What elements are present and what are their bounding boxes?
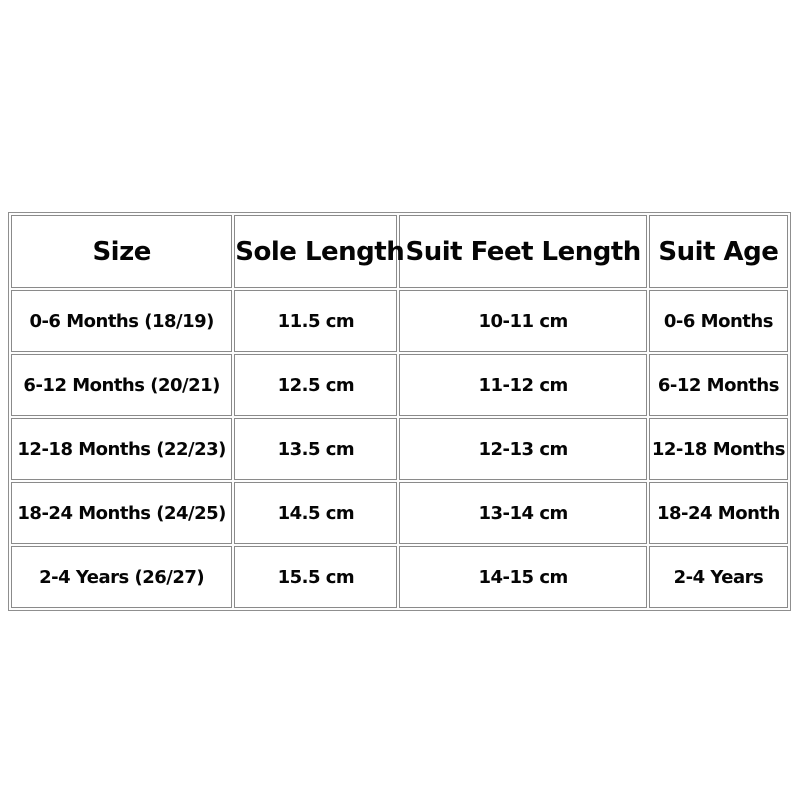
- table-row: 6-12 Months (20/21) 12.5 cm 11-12 cm 6-1…: [11, 354, 788, 416]
- cell-size: 0-6 Months (18/19): [11, 290, 233, 352]
- table-row: 0-6 Months (18/19) 11.5 cm 10-11 cm 0-6 …: [11, 290, 788, 352]
- cell-suit-age: 18-24 Month: [648, 482, 788, 544]
- column-header-sole-length: Sole Length: [234, 215, 405, 288]
- cell-size: 12-18 Months (22/23): [11, 418, 233, 480]
- cell-sole-length: 13.5 cm: [234, 418, 398, 480]
- cell-sole-length: 15.5 cm: [234, 546, 398, 608]
- cell-suit-feet-length: 13-14 cm: [399, 482, 647, 544]
- cell-sole-length: 12.5 cm: [234, 354, 398, 416]
- table-row: 2-4 Years (26/27) 15.5 cm 14-15 cm 2-4 Y…: [11, 546, 788, 608]
- cell-size: 2-4 Years (26/27): [11, 546, 233, 608]
- cell-sole-length: 11.5 cm: [234, 290, 398, 352]
- header-row: Size Sole Length Suit Feet Length Suit A…: [11, 215, 788, 288]
- cell-suit-age: 6-12 Months: [648, 354, 788, 416]
- cell-suit-feet-length: 11-12 cm: [399, 354, 647, 416]
- cell-size: 18-24 Months (24/25): [11, 482, 233, 544]
- cell-suit-feet-length: 14-15 cm: [399, 546, 647, 608]
- cell-suit-feet-length: 10-11 cm: [399, 290, 647, 352]
- cell-suit-feet-length: 12-13 cm: [399, 418, 647, 480]
- column-header-size: Size: [11, 215, 233, 288]
- table-row: 12-18 Months (22/23) 13.5 cm 12-13 cm 12…: [11, 418, 788, 480]
- column-header-suit-age: Suit Age: [648, 215, 788, 288]
- cell-sole-length: 14.5 cm: [234, 482, 398, 544]
- cell-suit-age: 12-18 Months: [648, 418, 788, 480]
- cell-suit-age: 0-6 Months: [648, 290, 788, 352]
- column-header-suit-feet-length: Suit Feet Length: [399, 215, 647, 288]
- cell-suit-age: 2-4 Years: [648, 546, 788, 608]
- cell-size: 6-12 Months (20/21): [11, 354, 233, 416]
- size-chart-table: Size Sole Length Suit Feet Length Suit A…: [8, 212, 791, 611]
- table-row: 18-24 Months (24/25) 14.5 cm 13-14 cm 18…: [11, 482, 788, 544]
